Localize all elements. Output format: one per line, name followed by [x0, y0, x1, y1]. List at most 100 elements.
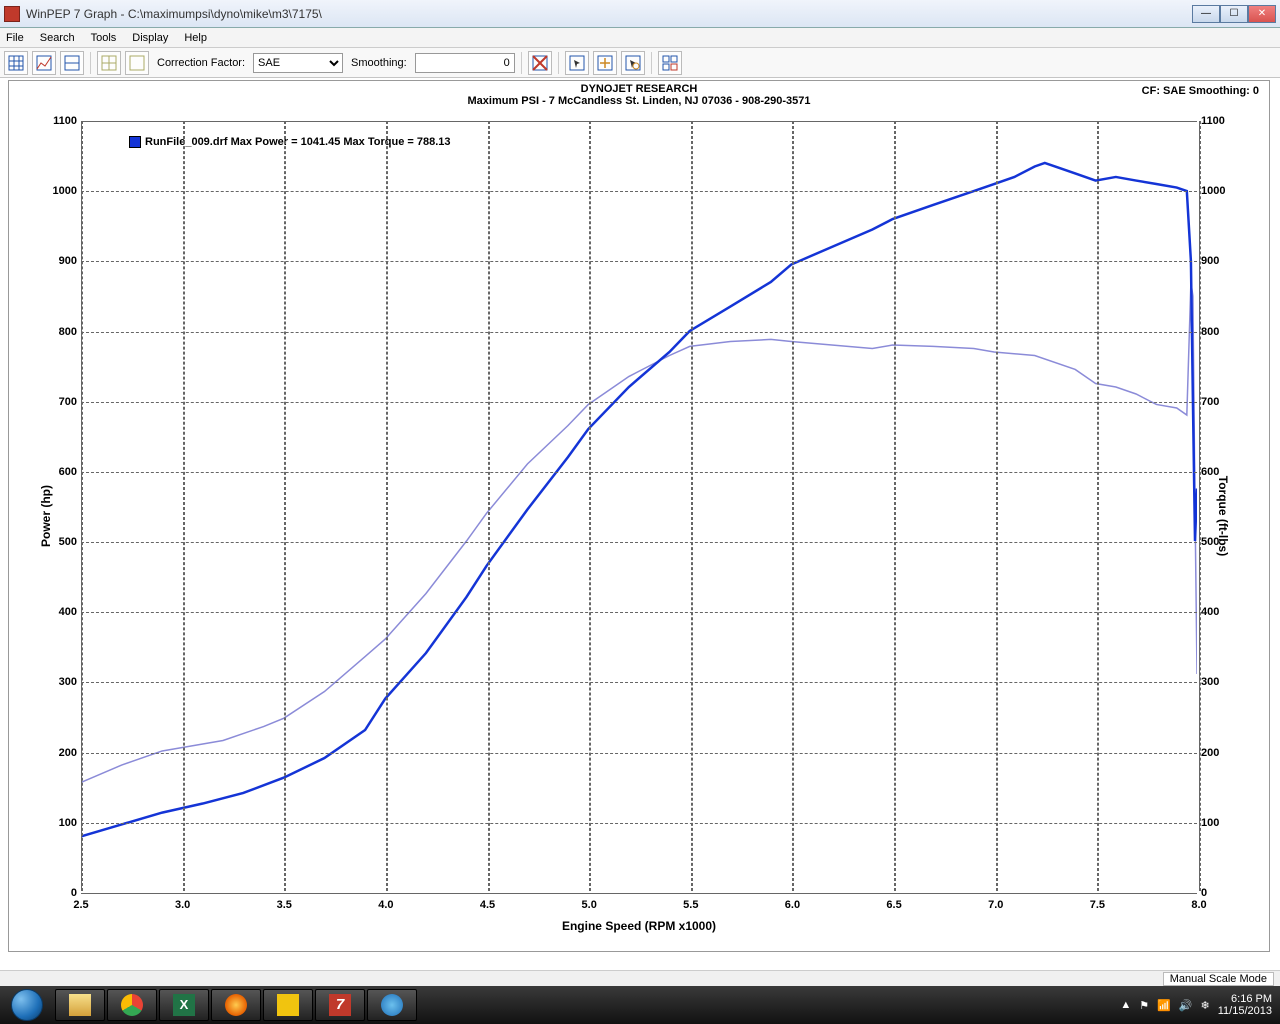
power-curve	[81, 163, 1197, 836]
menu-help[interactable]: Help	[184, 32, 207, 44]
y-tick-right: 700	[1201, 396, 1231, 408]
tray-network-icon[interactable]: 📶	[1157, 999, 1171, 1012]
firefox-icon	[225, 994, 247, 1016]
toolbar-cursor2-icon[interactable]	[593, 51, 617, 75]
chart-frame: DYNOJET RESEARCH Maximum PSI - 7 McCandl…	[8, 80, 1270, 952]
status-mode: Manual Scale Mode	[1163, 972, 1274, 986]
y-tick-left: 800	[47, 326, 77, 338]
tray-flag-icon[interactable]: ⚑	[1139, 999, 1149, 1012]
x-axis-label: Engine Speed (RPM x1000)	[562, 919, 716, 933]
y-tick-right: 400	[1201, 606, 1231, 618]
y-tick-right: 600	[1201, 466, 1231, 478]
smoothing-input[interactable]	[415, 53, 515, 73]
ie-icon	[381, 994, 403, 1016]
tray-time: 6:16 PM	[1218, 993, 1272, 1005]
y-tick-right: 300	[1201, 676, 1231, 688]
y-tick-left: 400	[47, 606, 77, 618]
plot-svg	[81, 121, 1197, 891]
taskbar-firefox[interactable]	[211, 989, 261, 1021]
y-tick-left: 700	[47, 396, 77, 408]
y-tick-right: 100	[1201, 817, 1231, 829]
x-tick: 3.0	[175, 899, 190, 911]
window-titlebar: WinPEP 7 Graph - C:\maximumpsi\dyno\mike…	[0, 0, 1280, 28]
start-button[interactable]	[0, 986, 54, 1024]
toolbar-sep	[521, 52, 522, 74]
tray-up-icon[interactable]: ▲	[1120, 999, 1131, 1011]
taskbar-app1[interactable]	[263, 989, 313, 1021]
toolbar-sep	[558, 52, 559, 74]
toolbar-grid4-icon[interactable]	[97, 51, 121, 75]
x-tick: 7.0	[988, 899, 1003, 911]
winpep-icon: 7	[329, 994, 351, 1016]
x-tick: 3.5	[277, 899, 292, 911]
toolbar-grid1-icon[interactable]	[4, 51, 28, 75]
y-tick-left: 600	[47, 466, 77, 478]
y-tick-left: 300	[47, 676, 77, 688]
menu-tools[interactable]: Tools	[91, 32, 117, 44]
minimize-button[interactable]: —	[1192, 5, 1220, 23]
windows-taskbar: X 7 ▲ ⚑ 📶 🔊 ❄ 6:16 PM 11/15/2013	[0, 986, 1280, 1024]
y-tick-left: 900	[47, 255, 77, 267]
correction-factor-label: Correction Factor:	[157, 57, 245, 69]
x-tick: 8.0	[1191, 899, 1206, 911]
x-tick: 5.0	[582, 899, 597, 911]
toolbar-grid2-icon[interactable]	[32, 51, 56, 75]
toolbar-nograph-icon[interactable]	[528, 51, 552, 75]
toolbar-sep	[90, 52, 91, 74]
x-tick: 2.5	[73, 899, 88, 911]
y-tick-left: 200	[47, 747, 77, 759]
maximize-button[interactable]: ☐	[1220, 5, 1248, 23]
x-tick: 7.5	[1090, 899, 1105, 911]
x-tick: 5.5	[683, 899, 698, 911]
system-tray: ▲ ⚑ 📶 🔊 ❄ 6:16 PM 11/15/2013	[1120, 993, 1280, 1017]
menu-search[interactable]: Search	[40, 32, 75, 44]
folder-icon	[69, 994, 91, 1016]
chart-area: DYNOJET RESEARCH Maximum PSI - 7 McCandl…	[0, 78, 1280, 972]
toolbar-grid3-icon[interactable]	[60, 51, 84, 75]
taskbar-chrome[interactable]	[107, 989, 157, 1021]
windows-orb-icon	[11, 989, 43, 1021]
tray-misc-icon[interactable]: ❄	[1201, 999, 1210, 1012]
taskbar-excel[interactable]: X	[159, 989, 209, 1021]
x-tick: 6.0	[785, 899, 800, 911]
shield-icon	[277, 994, 299, 1016]
toolbar-sep	[651, 52, 652, 74]
y-tick-left: 1000	[47, 185, 77, 197]
toolbar-grid5-icon[interactable]	[125, 51, 149, 75]
y-tick-right: 900	[1201, 255, 1231, 267]
tray-volume-icon[interactable]: 🔊	[1179, 999, 1193, 1012]
torque-curve	[81, 282, 1197, 783]
taskbar-winpep[interactable]: 7	[315, 989, 365, 1021]
correction-factor-select[interactable]: SAE	[253, 53, 343, 73]
status-bar: Manual Scale Mode	[0, 970, 1280, 986]
window-title: WinPEP 7 Graph - C:\maximumpsi\dyno\mike…	[26, 7, 1192, 21]
y-tick-left: 100	[47, 817, 77, 829]
menu-display[interactable]: Display	[132, 32, 168, 44]
y-tick-left: 1100	[47, 115, 77, 127]
y-tick-right: 200	[1201, 747, 1231, 759]
y-tick-left: 500	[47, 536, 77, 548]
close-button[interactable]: ✕	[1248, 5, 1276, 23]
toolbar-cursor1-icon[interactable]	[565, 51, 589, 75]
x-tick: 4.0	[378, 899, 393, 911]
tray-date: 11/15/2013	[1218, 1005, 1272, 1017]
taskbar-ie[interactable]	[367, 989, 417, 1021]
tray-clock[interactable]: 6:16 PM 11/15/2013	[1218, 993, 1272, 1017]
y-tick-right: 800	[1201, 326, 1231, 338]
chrome-icon	[121, 994, 143, 1016]
menu-bar: File Search Tools Display Help	[0, 28, 1280, 48]
menu-file[interactable]: File	[6, 32, 24, 44]
excel-icon: X	[173, 994, 195, 1016]
window-controls: — ☐ ✕	[1192, 5, 1276, 23]
chart-title: DYNOJET RESEARCH	[9, 83, 1269, 95]
chart-cf-text: CF: SAE Smoothing: 0	[1142, 85, 1259, 97]
y-tick-right: 1100	[1201, 115, 1231, 127]
taskbar-explorer[interactable]	[55, 989, 105, 1021]
smoothing-label: Smoothing:	[351, 57, 407, 69]
x-tick: 4.5	[480, 899, 495, 911]
chart-subtitle: Maximum PSI - 7 McCandless St. Linden, N…	[9, 95, 1269, 107]
toolbar: Correction Factor: SAE Smoothing:	[0, 48, 1280, 78]
toolbar-cursor3-icon[interactable]	[621, 51, 645, 75]
toolbar-layout-icon[interactable]	[658, 51, 682, 75]
plot-region	[81, 121, 1197, 891]
